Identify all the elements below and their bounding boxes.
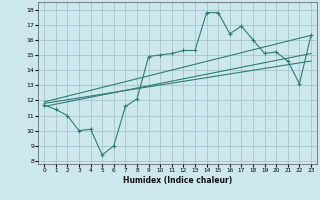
- X-axis label: Humidex (Indice chaleur): Humidex (Indice chaleur): [123, 176, 232, 185]
